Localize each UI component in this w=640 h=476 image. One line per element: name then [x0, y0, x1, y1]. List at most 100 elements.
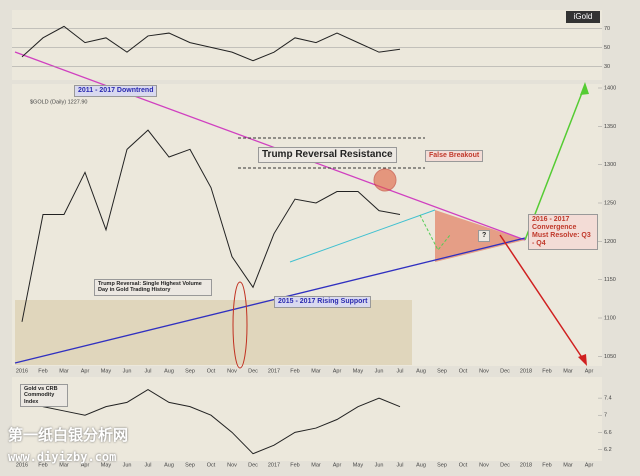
annotation: 2016 - 2017 Convergence Must Resolve: Q3… [528, 214, 598, 251]
y-tick-label: 7.4 [604, 396, 612, 402]
channel-line [289, 209, 436, 263]
annotation: False Breakout [425, 150, 484, 163]
x-tick-label: Nov [227, 368, 237, 374]
annotation: Trump Reversal: Single Highest Volume Da… [94, 279, 212, 296]
x-tick-label: 2017 [268, 462, 280, 468]
x-tick-label: Feb [542, 462, 551, 468]
path-arrow [419, 214, 451, 251]
y-tick-label: 1150 [604, 277, 616, 283]
x-tick-label: Aug [416, 368, 426, 374]
breakout-circle [373, 168, 397, 192]
y-tick-label: 70 [604, 26, 610, 32]
panel-title: Gold vs CRB Commodity Index [20, 384, 68, 407]
x-tick-label: Apr [81, 368, 90, 374]
x-tick-label: Feb [38, 368, 47, 374]
volume-area [15, 300, 412, 365]
arrowhead [578, 354, 587, 366]
x-tick-label: Mar [59, 368, 69, 374]
x-tick-label: Mar [311, 462, 321, 468]
x-tick-label: 2018 [520, 462, 532, 468]
annotation: 2011 - 2017 Downtrend [74, 85, 158, 98]
x-tick-label: Dec [500, 462, 510, 468]
x-tick-label: Jul [144, 368, 151, 374]
x-tick-label: Oct [207, 462, 216, 468]
x-tick-label: Mar [311, 368, 321, 374]
x-tick-label: Dec [500, 368, 510, 374]
x-tick-label: May [101, 368, 112, 374]
price-title: $GOLD (Daily) 1227.90 [30, 99, 87, 105]
y-tick-label: 1300 [604, 162, 616, 168]
x-tick-label: 2017 [268, 368, 280, 374]
x-tick-label: 2016 [16, 368, 28, 374]
x-tick-label: Sep [185, 462, 195, 468]
y-tick-label: 1200 [604, 239, 616, 245]
y-tick-label: 1400 [604, 85, 616, 91]
annotation: 2015 - 2017 Rising Support [274, 296, 372, 309]
x-tick-label: Apr [333, 368, 342, 374]
x-tick-label: 2016 [16, 462, 28, 468]
y-tick-label: 6.6 [604, 430, 612, 436]
x-tick-label: May [101, 462, 112, 468]
x-tick-label: Sep [437, 462, 447, 468]
bear-arrow [499, 234, 586, 363]
rsi-panel [12, 10, 602, 80]
x-tick-label: Nov [479, 368, 489, 374]
x-tick-label: Apr [585, 462, 594, 468]
x-tick-label: 2018 [520, 368, 532, 374]
volume-ellipse [232, 281, 248, 369]
logo: iGold [574, 12, 593, 21]
x-tick-label: Nov [227, 462, 237, 468]
x-tick-label: Mar [59, 462, 69, 468]
x-tick-label: Dec [248, 368, 258, 374]
arrowhead [580, 82, 589, 95]
x-tick-label: Oct [459, 462, 468, 468]
y-tick-label: 1100 [604, 315, 616, 321]
x-tick-label: Apr [333, 462, 342, 468]
annotation: Trump Reversal Resistance [258, 147, 397, 163]
y-tick-label: 1350 [604, 124, 616, 130]
x-tick-label: Sep [437, 368, 447, 374]
y-tick-label: 7 [604, 413, 607, 419]
x-tick-label: Oct [207, 368, 216, 374]
y-tick-label: 1050 [604, 354, 616, 360]
x-tick-label: Jun [123, 462, 132, 468]
data-line [21, 129, 401, 322]
downtrend-line [14, 51, 526, 241]
support-line [14, 237, 526, 364]
x-tick-label: Oct [459, 368, 468, 374]
x-tick-label: Jul [396, 462, 403, 468]
x-tick-label: Feb [542, 368, 551, 374]
x-tick-label: Jul [396, 368, 403, 374]
y-tick-label: 50 [604, 45, 610, 51]
ratio-panel [12, 377, 602, 461]
x-tick-label: Apr [81, 462, 90, 468]
y-tick-label: 1250 [604, 200, 616, 206]
x-tick-label: Jun [375, 462, 384, 468]
logo-bg [566, 11, 600, 23]
y-tick-label: 6.2 [604, 447, 612, 453]
x-tick-label: May [353, 462, 364, 468]
x-tick-label: Feb [290, 368, 299, 374]
y-tick-label: 30 [604, 64, 610, 70]
x-tick-label: Sep [185, 368, 195, 374]
x-tick-label: Feb [290, 462, 299, 468]
data-line [21, 388, 401, 455]
x-tick-label: Nov [479, 462, 489, 468]
x-tick-label: Apr [585, 368, 594, 374]
x-tick-label: Jun [375, 368, 384, 374]
watermark: 第一纸白银分析网 [8, 426, 129, 444]
x-tick-label: Jun [123, 368, 132, 374]
x-tick-label: Mar [563, 368, 573, 374]
data-line [21, 25, 401, 62]
x-tick-label: Dec [248, 462, 258, 468]
watermark: www.diyizby.com [8, 450, 117, 464]
x-tick-label: Feb [38, 462, 47, 468]
x-tick-label: Aug [416, 462, 426, 468]
x-tick-label: May [353, 368, 364, 374]
x-tick-label: Aug [164, 462, 174, 468]
x-tick-label: Aug [164, 368, 174, 374]
x-tick-label: Jul [144, 462, 151, 468]
annotation: ? [478, 230, 491, 243]
